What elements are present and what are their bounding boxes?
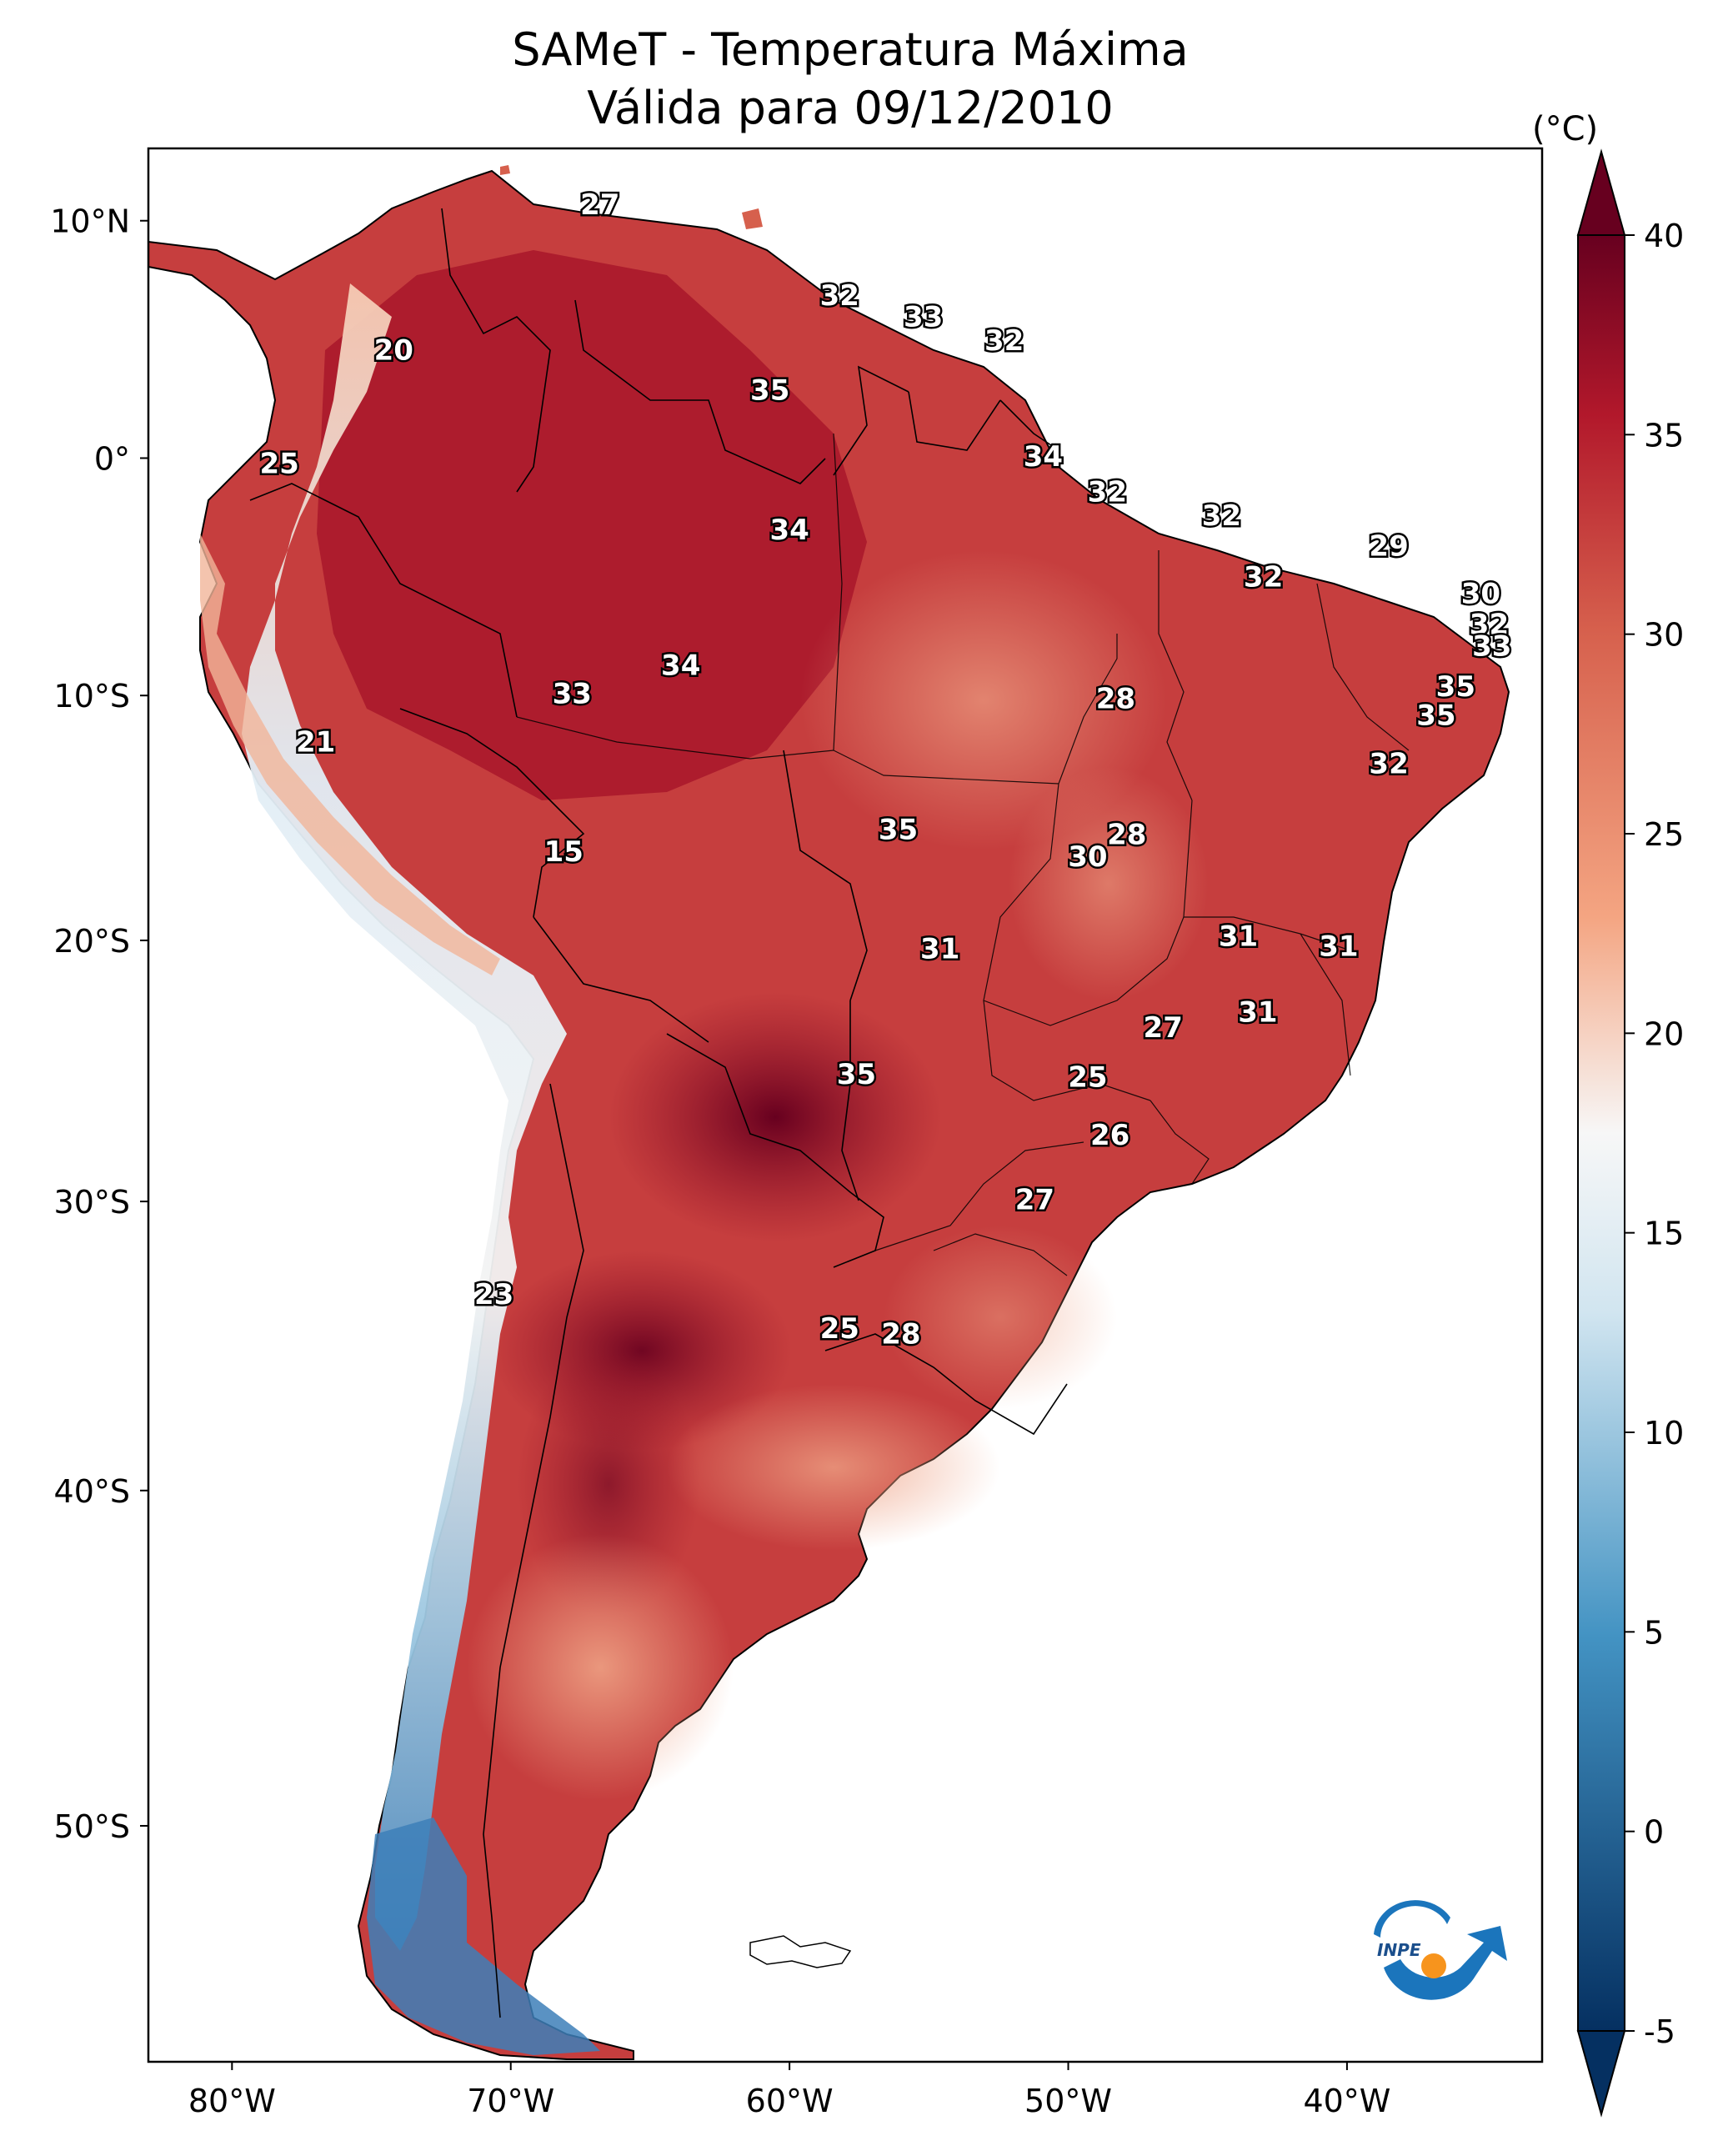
station-value-label: 32 [984,324,1024,358]
station-value-label: 35 [750,374,789,408]
colorbar-bar [1577,234,1625,2032]
uruguay-warm [667,1384,1000,1551]
station-value-label: 28 [881,1318,920,1351]
colorbar-tick-label: 35 [1644,417,1684,454]
colorbar-unit: (°C) [1532,110,1599,148]
station-value-label: 31 [1238,996,1277,1030]
station-value-label: 32 [1202,499,1241,533]
station-value-label: 27 [1144,1011,1183,1045]
lat-tick-label: 0° [94,440,130,477]
goias-warm [1009,767,1209,1000]
station-value-label: 20 [374,333,413,367]
amazon-region [317,250,867,800]
colorbar-tick-label: 30 [1644,617,1684,654]
colorbar-max-arrow [1576,148,1626,236]
lon-tick-label: 50°W [1024,2083,1112,2119]
lat-tick-label: 30°S [54,1184,130,1221]
map-title: SAMeT - Temperatura Máxima [512,23,1189,76]
pacific-coast-strip [200,534,500,975]
lon-tick-label: 80°W [188,2083,276,2119]
station-value-label: 25 [820,1312,859,1346]
colorbar-tick-label: 40 [1644,218,1684,254]
falkland-islands [749,1935,852,1968]
latitude-axis: 10°N 0° 10°S 20°S 30°S 40°S 50°S [50,203,148,1845]
station-value-label: 35 [1436,670,1475,704]
lat-tick-label: 50°S [54,1808,130,1845]
station-value-label: 32 [1244,561,1283,594]
lon-tick-label: 40°W [1303,2083,1390,2119]
station-value-label: 29 [1369,530,1408,564]
patagonia-warm [467,1534,734,1801]
station-value-label: 28 [1096,682,1135,715]
map-frame [147,147,1544,2063]
station-value-label: 27 [580,188,619,222]
station-value-label: 33 [904,301,943,334]
map-subtitle: Válida para 09/12/2010 [587,82,1114,134]
station-value-label: 33 [553,678,592,711]
station-value-label: 33 [1472,629,1511,663]
station-value-label: 34 [769,514,809,547]
colorbar-tick-label: 5 [1644,1614,1664,1651]
station-value-label: 27 [1015,1184,1054,1217]
south-brazil-warm [884,1226,1117,1409]
station-value-label: 34 [1024,440,1063,474]
station-value-label: 28 [1107,818,1146,851]
inpe-logo-text: INPE [1377,1940,1421,1960]
lon-tick-label: 70°W [467,2083,554,2119]
station-value-label: 26 [1090,1119,1129,1152]
station-value-label: 35 [837,1058,876,1091]
state-borders [516,433,1410,1276]
lat-tick-label: 10°N [50,203,130,240]
station-value-label: 32 [1088,475,1127,509]
country-borders [249,208,1068,2018]
lon-tick-label: 60°W [746,2083,834,2119]
colorbar-min-arrow [1576,2030,1626,2118]
station-value-label: 35 [879,813,918,846]
station-value-label: 35 [1416,699,1455,733]
colorbar-tick-label: 15 [1644,1216,1684,1252]
longitude-axis: 80°W 70°W 60°W 50°W 40°W [188,2062,1390,2119]
station-value-label: 32 [1470,609,1509,642]
colorbar-tick-label: 25 [1644,816,1684,853]
station-value-label: 25 [1068,1060,1107,1094]
station-value-label: 30 [1068,840,1107,874]
station-value-label: 30 [1461,578,1500,611]
station-value-label: 25 [260,447,299,480]
lat-tick-label: 20°S [54,923,130,960]
chaco-hotspot [609,992,942,1242]
inpe-logo: INPE [1374,1900,1507,2000]
station-value-label: 23 [474,1278,513,1311]
lat-tick-label: 10°S [54,678,130,714]
inpe-logo-dot [1421,1953,1446,1978]
lat-tick-label: 40°S [54,1473,130,1510]
colorbar-tick-label: 10 [1644,1415,1684,1452]
station-value-label: 15 [544,835,584,869]
station-value-label: 21 [296,725,335,759]
station-value-label: 31 [1319,930,1358,963]
station-value-label: 34 [661,649,700,682]
station-value-label: 31 [920,933,959,966]
colorbar: 40 35 30 25 20 15 10 5 0 -5 [1576,148,1684,2118]
station-value-label: 31 [1219,920,1258,953]
patagonia-cold [367,1818,600,2055]
station-value-label: 32 [820,279,859,313]
colorbar-tick-label: 20 [1644,1015,1684,1052]
colorbar-tick-label: -5 [1644,2013,1675,2050]
colorbar-tick-label: 0 [1644,1814,1664,1851]
station-value-label: 32 [1369,748,1408,781]
